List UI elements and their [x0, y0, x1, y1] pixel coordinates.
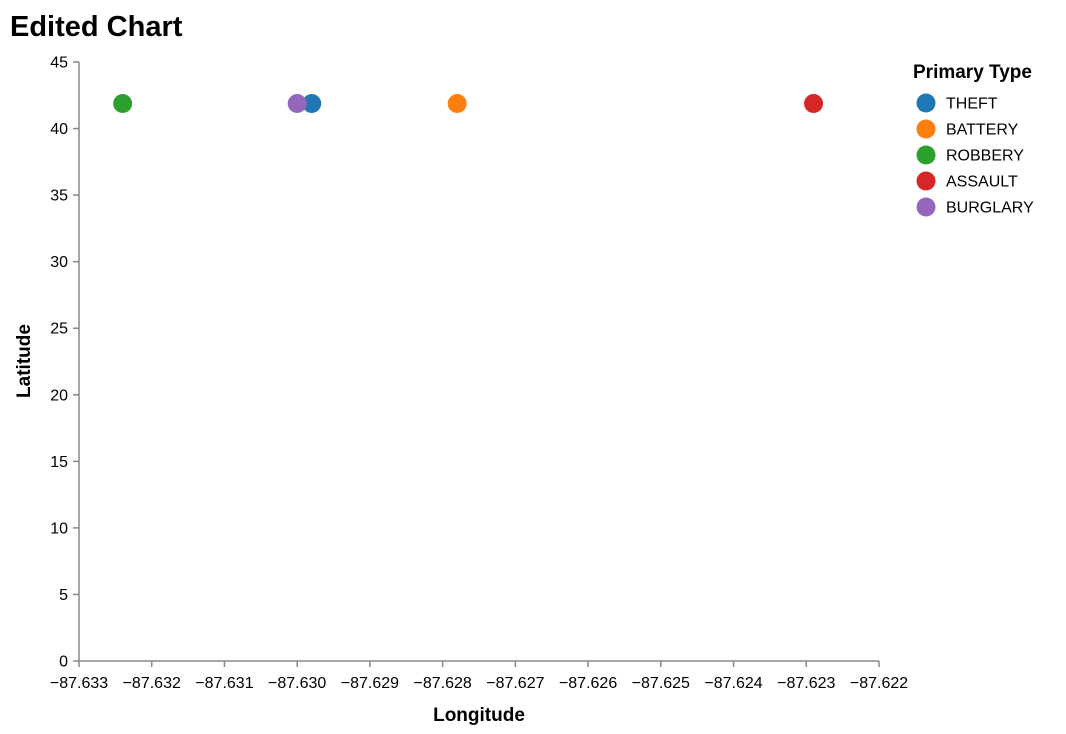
y-axis-title: Latitude [14, 324, 35, 398]
x-tick-label: −87.626 [559, 675, 617, 692]
legend-entries: THEFT BATTERY ROBBERY ASSAULT BURGLARY [916, 93, 1034, 217]
data-point-burglary[interactable] [287, 94, 307, 114]
y-tick-label: 15 [50, 454, 68, 471]
legend-label-robbery: ROBBERY [946, 148, 1024, 165]
data-point-assault[interactable] [804, 94, 824, 114]
axes [78, 62, 879, 662]
y-tick-label: 0 [59, 654, 68, 671]
y-tick-label: 10 [50, 520, 68, 537]
x-tick-label: −87.628 [413, 675, 471, 692]
x-tick-label: −87.627 [486, 675, 544, 692]
data-point-theft[interactable] [302, 94, 322, 114]
x-tick-label: −87.633 [50, 675, 108, 692]
x-tick-label: −87.629 [341, 675, 399, 692]
x-tick-label: −87.632 [123, 675, 181, 692]
legend-swatch-theft [916, 93, 936, 113]
y-tick-label: 30 [50, 254, 68, 271]
legend-title: Primary Type [913, 62, 1032, 83]
legend-swatch-battery [916, 119, 936, 139]
y-tick-label: 35 [50, 188, 68, 205]
legend-swatch-assault [916, 171, 936, 191]
x-tick-label: −87.622 [850, 675, 908, 692]
chart-title: Edited Chart [10, 11, 183, 43]
data-point-robbery[interactable] [113, 94, 133, 114]
y-ticks: 0 5 10 15 20 25 30 35 40 45 [50, 55, 79, 671]
legend-label-burglary: BURGLARY [946, 200, 1034, 217]
legend-label-battery: BATTERY [946, 122, 1019, 139]
x-tick-label: −87.623 [777, 675, 835, 692]
x-axis-title: Longitude [433, 705, 525, 726]
y-tick-label: 45 [50, 55, 68, 72]
legend-swatch-burglary [916, 197, 936, 217]
legend-label-assault: ASSAULT [946, 174, 1018, 191]
y-tick-label: 5 [59, 587, 68, 604]
y-tick-label: 20 [50, 387, 68, 404]
data-points [113, 94, 824, 114]
x-tick-label: −87.625 [632, 675, 690, 692]
legend: Primary Type THEFT BATTERY ROBBERY ASSAULT B… [913, 62, 1034, 217]
x-tick-label: −87.630 [268, 675, 326, 692]
x-ticks: −87.633 −87.632 −87.631 −87.630 −87.629 −87.6… [50, 661, 908, 692]
data-point-battery[interactable] [447, 94, 467, 114]
y-tick-label: 40 [50, 121, 68, 138]
x-tick-label: −87.631 [195, 675, 253, 692]
x-tick-label: −87.624 [704, 675, 762, 692]
legend-label-theft: THEFT [946, 96, 998, 113]
legend-swatch-robbery [916, 145, 936, 165]
y-tick-label: 25 [50, 321, 68, 338]
